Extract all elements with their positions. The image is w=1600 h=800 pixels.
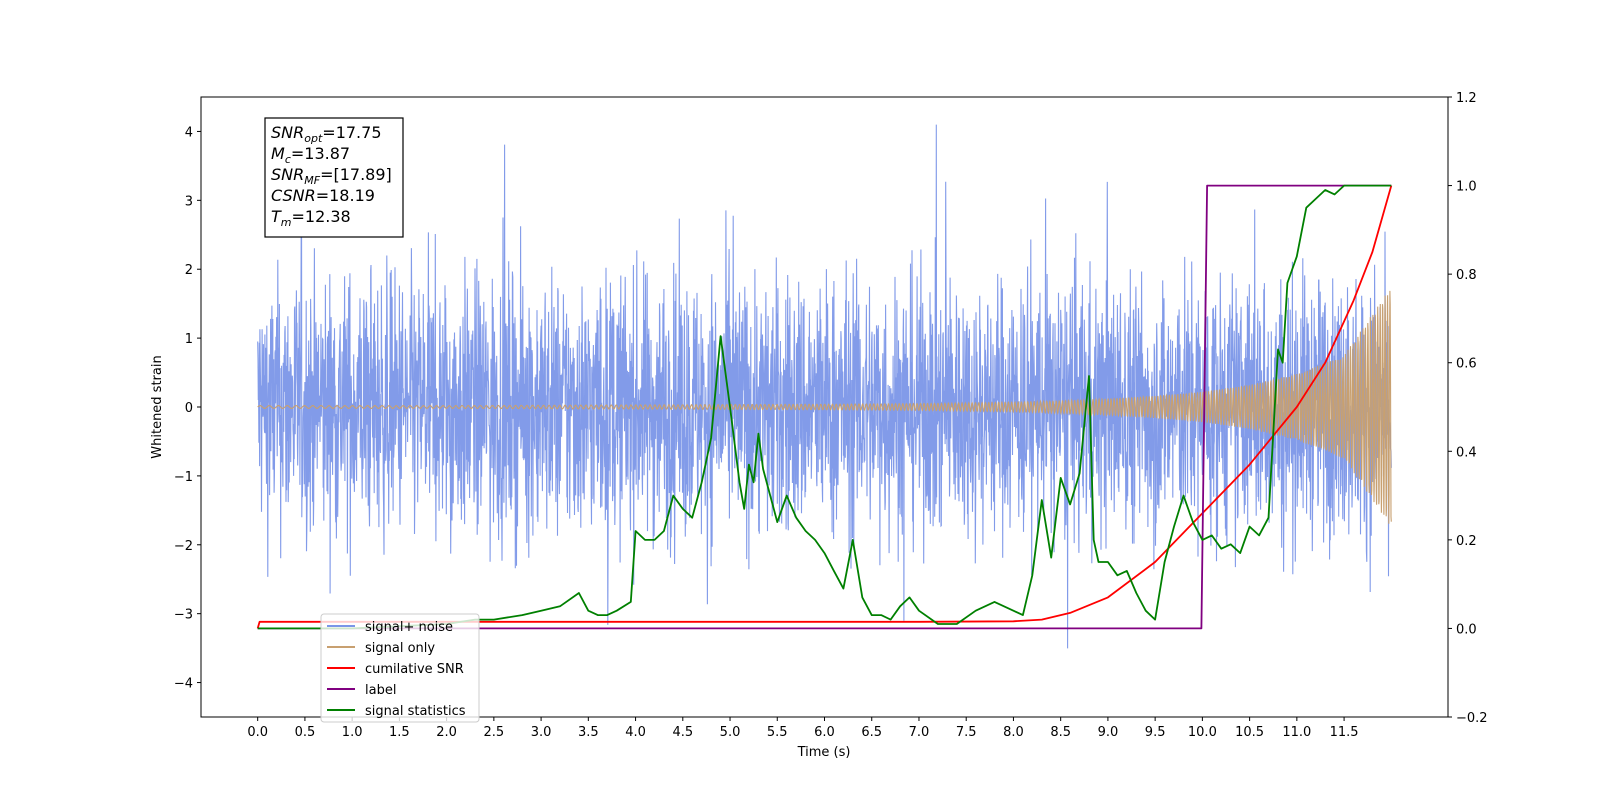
- x-tick-label: 6.0: [814, 725, 835, 740]
- annotation-frame: [264, 117, 404, 238]
- x-tick-label: 1.5: [389, 725, 410, 740]
- x-tick-label: 9.0: [1098, 725, 1119, 740]
- annotation-line: CSNR=18.19: [271, 186, 375, 205]
- y-left-tick-label: 2: [185, 263, 193, 278]
- x-tick-label: 2.0: [436, 725, 457, 740]
- y-left-tick-label: −3: [174, 608, 193, 623]
- y-left-tick-label: 3: [185, 194, 193, 209]
- legend-label: signal only: [365, 641, 435, 656]
- x-tick-label: 6.5: [861, 725, 882, 740]
- x-tick-label: 8.5: [1050, 725, 1071, 740]
- x-tick-label: 5.5: [767, 725, 788, 740]
- plot-area: [256, 124, 1393, 649]
- x-tick-label: 10.5: [1235, 725, 1264, 740]
- x-tick-label: 9.5: [1145, 725, 1166, 740]
- legend-label: cumilative SNR: [365, 662, 464, 677]
- x-axis-label: Time (s): [797, 745, 851, 760]
- legend-frame: [320, 613, 480, 723]
- legend-label: signal statistics: [365, 704, 466, 719]
- series-signal-statistics: [257, 184, 1392, 630]
- legend: signal+ noise signal only cumilative SNR la…: [320, 613, 480, 723]
- y-right-tick-label: 0.0: [1456, 622, 1477, 637]
- x-tick-label: 0.0: [247, 725, 268, 740]
- y-axis-label: Whitened strain: [150, 355, 165, 458]
- x-tick-label: 3.0: [531, 725, 552, 740]
- x-tick-label: 4.0: [625, 725, 646, 740]
- y-axis-left: −4 −3 −2 −1 0 1 2 3 4: [174, 125, 201, 692]
- x-tick-label: 10.0: [1188, 725, 1217, 740]
- legend-label: label: [365, 683, 396, 698]
- y-right-tick-label: 0.8: [1456, 268, 1477, 283]
- y-left-tick-label: 1: [185, 332, 193, 347]
- annotation-line: SNRopt=17.75: [271, 123, 382, 145]
- x-tick-label: 11.0: [1282, 725, 1311, 740]
- x-tick-label: 2.5: [484, 725, 505, 740]
- x-tick-label: 0.5: [295, 725, 316, 740]
- x-tick-label: 7.0: [909, 725, 930, 740]
- x-tick-label: 5.0: [720, 725, 741, 740]
- legend-label: signal+ noise: [365, 620, 453, 635]
- x-tick-label: 4.5: [672, 725, 693, 740]
- y-right-tick-label: −0.2: [1456, 711, 1488, 726]
- y-left-tick-label: −2: [174, 539, 193, 554]
- y-axis-right: −0.2 0.0 0.2 0.4 0.6 0.8 1.0 1.2: [1448, 91, 1488, 726]
- annotation-line: Tm=12.38: [271, 207, 351, 229]
- x-axis: 0.0 0.5 1.0 1.5 2.0 2.5 3.0 3.5 4.0 4.5 5.0 5.5 6.0 6…: [247, 717, 1359, 740]
- annotation-line: SNRMF=[17.89]: [271, 165, 392, 187]
- y-right-tick-label: 0.2: [1456, 534, 1477, 549]
- x-tick-label: 7.5: [956, 725, 977, 740]
- annotation-box: SNRopt=17.75Mc=13.87SNRMF=[17.89]CSNR=18…: [264, 117, 404, 238]
- y-right-tick-label: 0.4: [1456, 445, 1477, 460]
- series-label: [257, 184, 1392, 630]
- series-signal-noise: [257, 124, 1392, 649]
- annotation-line: Mc=13.87: [271, 144, 350, 166]
- y-left-tick-label: −4: [174, 677, 193, 692]
- y-left-tick-label: −1: [174, 470, 193, 485]
- y-left-tick-label: 0: [185, 401, 193, 416]
- x-tick-label: 8.0: [1003, 725, 1024, 740]
- y-right-tick-label: 1.2: [1456, 91, 1477, 106]
- x-tick-label: 3.5: [578, 725, 599, 740]
- y-right-tick-label: 1.0: [1456, 180, 1477, 195]
- y-left-tick-label: 4: [185, 125, 193, 140]
- series-signal-only: [257, 290, 1392, 524]
- y-right-tick-label: 0.6: [1456, 357, 1477, 372]
- x-tick-label: 11.5: [1330, 725, 1359, 740]
- x-tick-label: 1.0: [342, 725, 363, 740]
